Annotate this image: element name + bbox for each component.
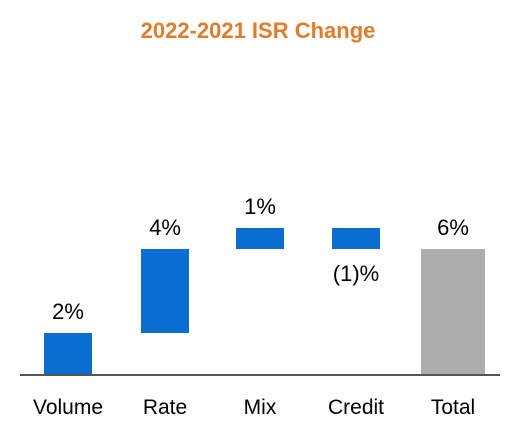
- value-label-volume: 2%: [52, 299, 84, 324]
- category-labels-group: Volume Rate Mix Credit Total: [33, 396, 475, 419]
- category-label-rate: Rate: [143, 396, 187, 419]
- value-label-rate: 4%: [149, 215, 181, 240]
- value-label-credit: (1)%: [333, 261, 379, 286]
- bar-rate: [141, 249, 189, 333]
- bar-volume: [44, 333, 92, 375]
- category-label-mix: Mix: [244, 396, 277, 419]
- category-label-volume: Volume: [33, 396, 103, 419]
- bar-credit: [332, 228, 380, 249]
- bar-mix: [236, 228, 284, 249]
- value-label-mix: 1%: [244, 194, 276, 219]
- value-labels-group: 2% 4% 1% (1)% 6%: [52, 194, 469, 324]
- bar-total: [421, 249, 485, 375]
- category-label-credit: Credit: [328, 396, 384, 419]
- value-label-total: 6%: [437, 215, 469, 240]
- category-label-total: Total: [431, 396, 475, 419]
- bars-group: [44, 228, 485, 375]
- chart-title: 2022-2021 ISR Change: [141, 18, 376, 43]
